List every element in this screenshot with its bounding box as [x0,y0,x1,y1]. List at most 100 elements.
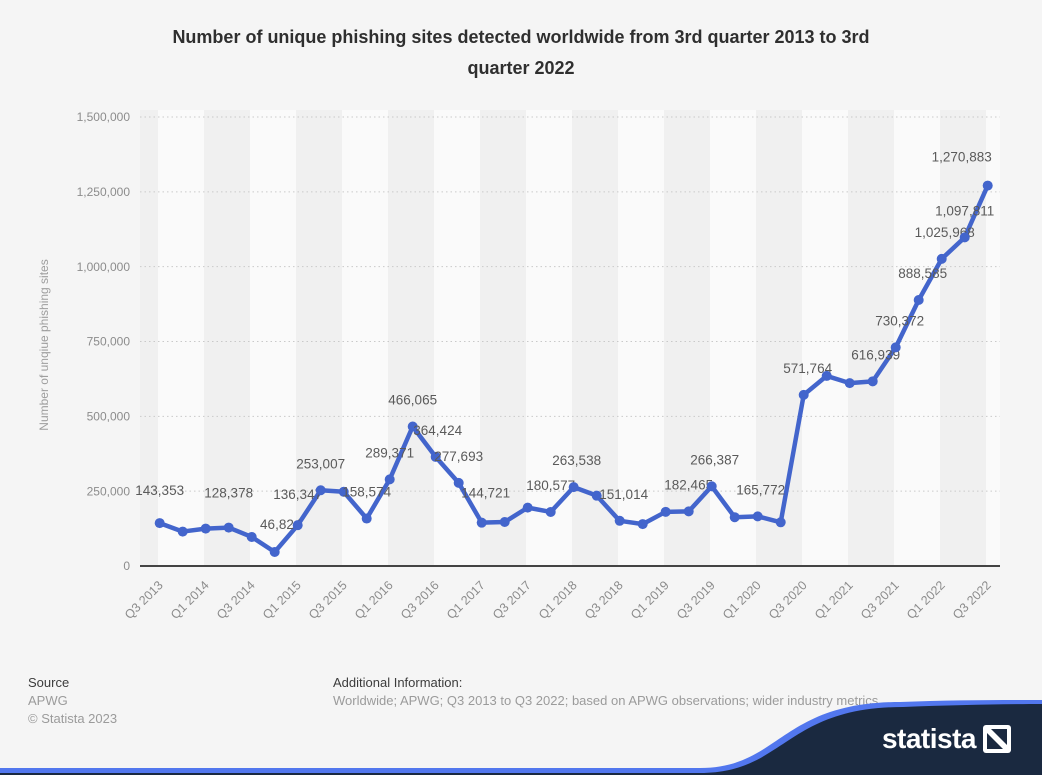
data-point-label: 1,270,883 [932,150,992,165]
data-point [867,376,878,387]
x-tick-label: Q1 2022 [904,578,948,622]
data-point [292,520,303,531]
data-point [913,295,924,306]
data-point-label: 730,372 [875,313,924,328]
plot-band [756,110,802,566]
data-point [729,512,740,523]
plot-band [664,110,710,566]
statista-logo-banner: statista [0,700,1042,775]
y-tick-label: 1,500,000 [77,110,131,124]
data-point [522,502,533,513]
logo-wave-navy [0,704,1042,775]
data-point [775,517,786,528]
data-point [407,421,418,432]
plot-band [204,110,250,566]
data-point [821,370,832,381]
data-point-label: 143,353 [135,483,184,498]
y-tick-label: 500,000 [87,410,131,424]
data-point [154,518,165,529]
data-point-label: 182,465 [664,477,713,492]
data-point-label: 571,764 [783,361,832,376]
y-tick-label: 750,000 [87,335,131,349]
x-tick-label: Q3 2021 [858,578,902,622]
data-point [177,526,188,537]
data-point [798,389,809,400]
y-axis-title: Number of unqiue phishing sites [37,259,51,430]
x-tick-label: Q3 2017 [490,578,534,622]
additional-info-heading: Additional Information: [333,675,463,690]
x-tick-label: Q3 2015 [306,578,350,622]
data-point-label: 180,577 [526,478,575,493]
data-point-label: 158,574 [342,485,391,500]
statista-logo-mark [983,725,1011,753]
plot-band [434,110,480,566]
data-point-label: 128,378 [204,486,253,501]
y-tick-label: 1,250,000 [77,185,131,199]
data-point-label: 616,939 [851,347,900,362]
x-tick-label: Q1 2016 [352,578,396,622]
x-tick-label: Q1 2014 [168,578,212,622]
source-heading: Source [28,675,70,690]
plot-band [848,110,894,566]
data-point [430,451,441,462]
data-point [499,516,510,527]
data-point [890,342,901,353]
data-point [200,523,211,534]
data-point [959,232,970,243]
plot-band [940,110,986,566]
data-point [246,531,257,542]
data-point [453,477,464,488]
plot-band [802,110,848,566]
data-point-label: 1,097,811 [935,203,994,218]
data-point-label: 263,538 [552,453,601,468]
plot-band [986,110,1000,566]
plot-band [158,110,204,566]
x-tick-label: Q3 2016 [398,578,442,622]
chart-title: Number of unique phishing sites detected… [0,22,1042,84]
x-tick-label: Q3 2020 [766,578,810,622]
additional-info-text: Worldwide; APWG; Q3 2013 to Q3 2022; bas… [333,693,879,708]
source-block: Source APWG © Statista 2023 [28,674,117,728]
y-tick-label: 1,000,000 [77,260,131,274]
data-point [269,546,280,557]
y-tick-label: 0 [123,559,130,573]
x-tick-label: Q3 2019 [674,578,718,622]
x-tick-label: Q1 2019 [628,578,672,622]
x-tick-label: Q1 2017 [444,578,488,622]
x-tick-label: Q1 2015 [260,578,304,622]
data-point-label: 151,014 [599,487,648,502]
plot-band [710,110,756,566]
x-tick-label: Q3 2018 [582,578,626,622]
x-tick-label: Q1 2021 [812,578,856,622]
data-point [936,253,947,264]
chart-title-line1: Number of unique phishing sites detected… [172,27,870,47]
plot-band [342,110,388,566]
plot-band [618,110,664,566]
line-chart: 0 250,000 500,000 750,000 1,000,000 1,250,000… [37,110,1000,622]
x-tick-label: Q1 2020 [720,578,764,622]
y-tick-label: 250,000 [87,484,131,498]
data-point [660,506,671,517]
data-point-label: 888,585 [898,266,947,281]
data-point-label: 364,424 [413,423,462,438]
data-point [844,378,855,389]
x-tick-label: Q3 2013 [122,578,166,622]
plot-band [388,110,434,566]
data-point [338,486,349,497]
plot-band [480,110,526,566]
data-point-label: 266,387 [690,452,739,467]
data-point [683,506,694,517]
data-point-label: 136,347 [273,487,322,502]
data-point-label: 466,065 [388,392,437,407]
data-point [637,519,648,530]
data-point [568,482,579,493]
additional-info-block: Additional Information: Worldwide; APWG;… [333,674,878,710]
data-point-label: 253,007 [296,456,345,471]
chart-footer: Source APWG © Statista 2023 Additional I… [0,665,1042,775]
data-point [223,522,234,533]
data-point-label: 289,371 [365,445,414,460]
plot-band [250,110,296,566]
plot-band [140,110,158,566]
chart-title-line2: quarter 2022 [467,58,575,78]
